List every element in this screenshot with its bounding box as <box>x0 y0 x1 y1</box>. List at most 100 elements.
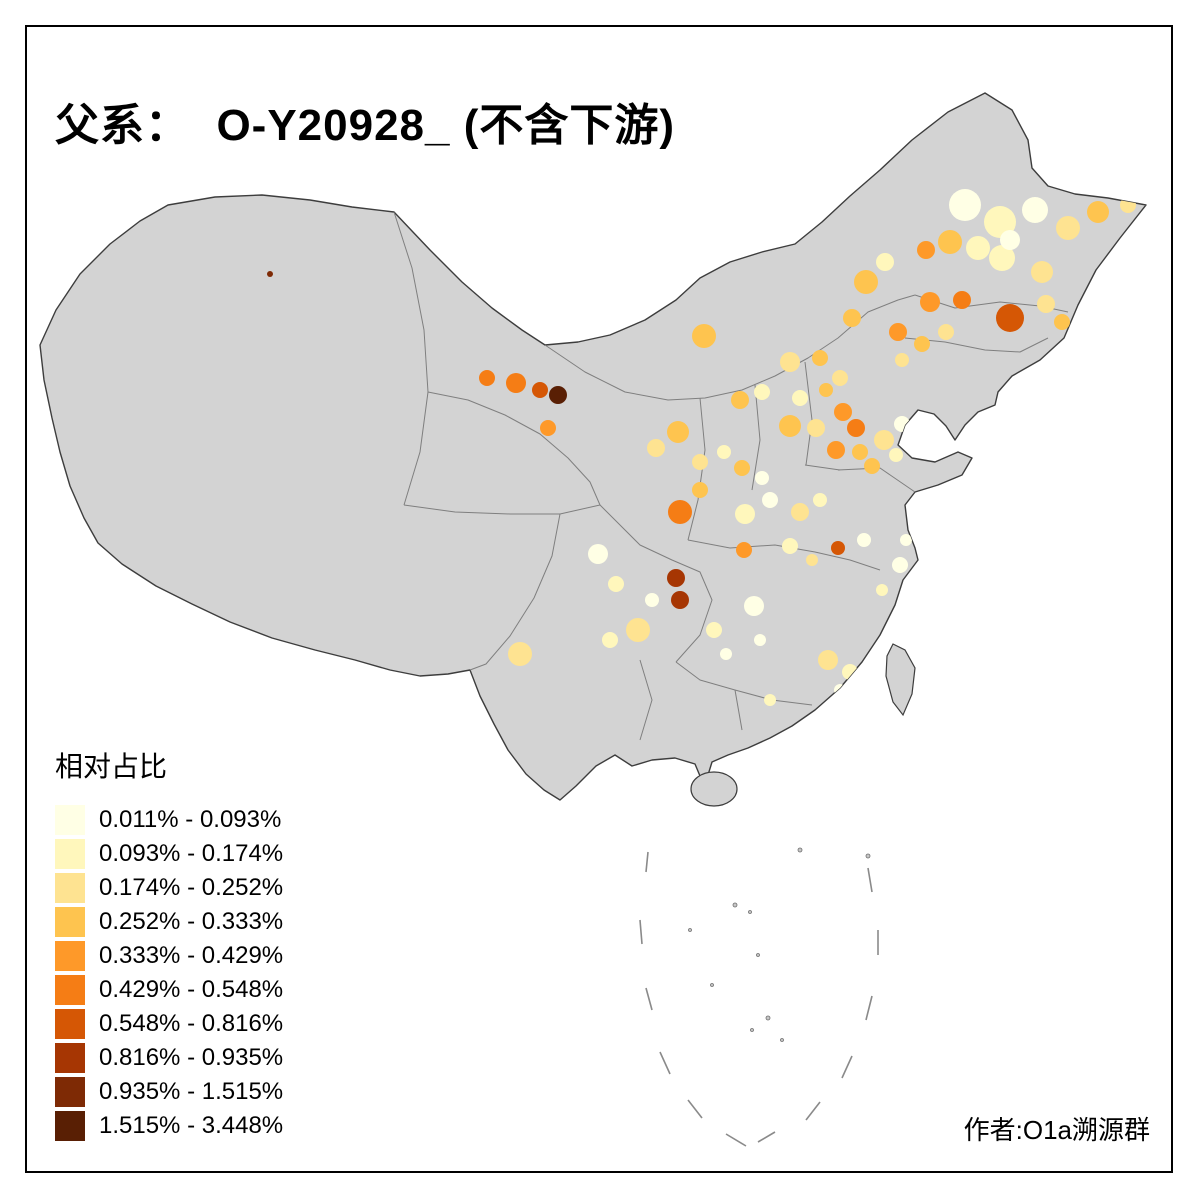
map-region <box>1120 197 1136 213</box>
map-region <box>792 390 808 406</box>
legend-entry: 0.333% - 0.429% <box>55 939 283 973</box>
legend-entry: 0.011% - 0.093% <box>55 803 283 837</box>
map-region <box>831 541 845 555</box>
author-credit: 作者:O1a溯源群 <box>963 1115 1150 1145</box>
legend-label: 0.093% - 0.174% <box>99 840 284 867</box>
map-region <box>647 439 665 457</box>
legend-label: 0.174% - 0.252% <box>99 874 284 901</box>
map-region <box>806 554 818 566</box>
map-region <box>819 383 833 397</box>
legend-swatch <box>55 975 85 1005</box>
map-region <box>731 391 749 409</box>
map-region <box>842 664 858 680</box>
legend-label: 0.011% - 0.093% <box>99 806 282 833</box>
map-region <box>1056 216 1080 240</box>
map-region <box>847 419 865 437</box>
legend-label: 0.816% - 0.935% <box>99 1044 284 1071</box>
legend-swatch <box>55 805 85 835</box>
map-region <box>667 421 689 443</box>
legend-entry: 0.816% - 0.935% <box>55 1041 283 1075</box>
map-region <box>645 593 659 607</box>
legend: 相对占比 0.011% - 0.093% 0.093% - 0.174% 0.174… <box>55 745 283 1143</box>
legend-entry: 0.548% - 0.816% <box>55 1007 283 1041</box>
legend-entry: 1.515% - 3.448% <box>55 1109 283 1143</box>
map-region <box>938 324 954 340</box>
map-region <box>895 353 909 367</box>
map-region <box>996 304 1024 332</box>
map-region <box>479 370 495 386</box>
map-region <box>1087 201 1109 223</box>
region-layer <box>267 189 1136 706</box>
map-region <box>602 632 618 648</box>
map-region <box>717 445 731 459</box>
map-region <box>854 270 878 294</box>
legend-swatch <box>55 1009 85 1039</box>
map-region <box>812 350 828 366</box>
legend-entry: 0.252% - 0.333% <box>55 905 283 939</box>
legend-entry: 0.429% - 0.548% <box>55 973 283 1007</box>
legend-swatch <box>55 1043 85 1073</box>
map-region <box>780 352 800 372</box>
map-region <box>966 236 990 260</box>
map-region <box>671 591 689 609</box>
map-region <box>667 569 685 587</box>
legend-swatch <box>55 1111 85 1141</box>
south-china-sea-dashes <box>639 847 879 1147</box>
map-region <box>734 460 750 476</box>
map-region <box>267 271 273 277</box>
map-region <box>588 544 608 564</box>
legend-label: 0.429% - 0.548% <box>99 976 284 1003</box>
legend-swatch <box>55 1077 85 1107</box>
map-region <box>532 382 548 398</box>
figure-title: 父系： O-Y20928_ (不含下游) <box>55 101 676 151</box>
map-region <box>920 292 940 312</box>
map-region <box>834 684 846 696</box>
map-region <box>864 458 880 474</box>
map-region <box>807 419 825 437</box>
map-region <box>744 596 764 616</box>
map-region <box>508 642 532 666</box>
legend-entry: 0.174% - 0.252% <box>55 871 283 905</box>
map-region <box>762 492 778 508</box>
map-region <box>1031 261 1053 283</box>
map-region <box>827 441 845 459</box>
map-region <box>720 648 732 660</box>
map-region <box>889 323 907 341</box>
map-region <box>917 241 935 259</box>
legend-label: 0.935% - 1.515% <box>99 1078 284 1105</box>
legend-label: 0.252% - 0.333% <box>99 908 284 935</box>
map-region <box>782 538 798 554</box>
map-region <box>692 324 716 348</box>
map-region <box>953 291 971 309</box>
map-region <box>706 622 722 638</box>
map-region <box>779 415 801 437</box>
map-region <box>938 230 962 254</box>
map-region <box>692 482 708 498</box>
map-region <box>1037 295 1055 313</box>
legend-swatch <box>55 873 85 903</box>
map-region <box>900 534 912 546</box>
legend-entries: 0.011% - 0.093% 0.093% - 0.174% 0.174% - 0… <box>55 803 283 1143</box>
legend-label: 0.548% - 0.816% <box>99 1010 284 1037</box>
map-region <box>876 253 894 271</box>
map-region <box>626 618 650 642</box>
map-region <box>754 384 770 400</box>
map-region <box>832 370 848 386</box>
map-region <box>1054 314 1070 330</box>
map-region <box>914 336 930 352</box>
legend-entry: 0.935% - 1.515% <box>55 1075 283 1109</box>
map-region <box>892 557 908 573</box>
map-region <box>1000 230 1020 250</box>
legend-swatch <box>55 941 85 971</box>
map-region <box>818 650 838 670</box>
map-region <box>989 245 1015 271</box>
map-region <box>735 504 755 524</box>
legend-entry: 0.093% - 0.174% <box>55 837 283 871</box>
legend-swatch <box>55 839 85 869</box>
map-region <box>852 444 868 460</box>
map-region <box>813 493 827 507</box>
taiwan-island <box>885 643 916 717</box>
map-region <box>540 420 556 436</box>
map-region <box>894 416 910 432</box>
